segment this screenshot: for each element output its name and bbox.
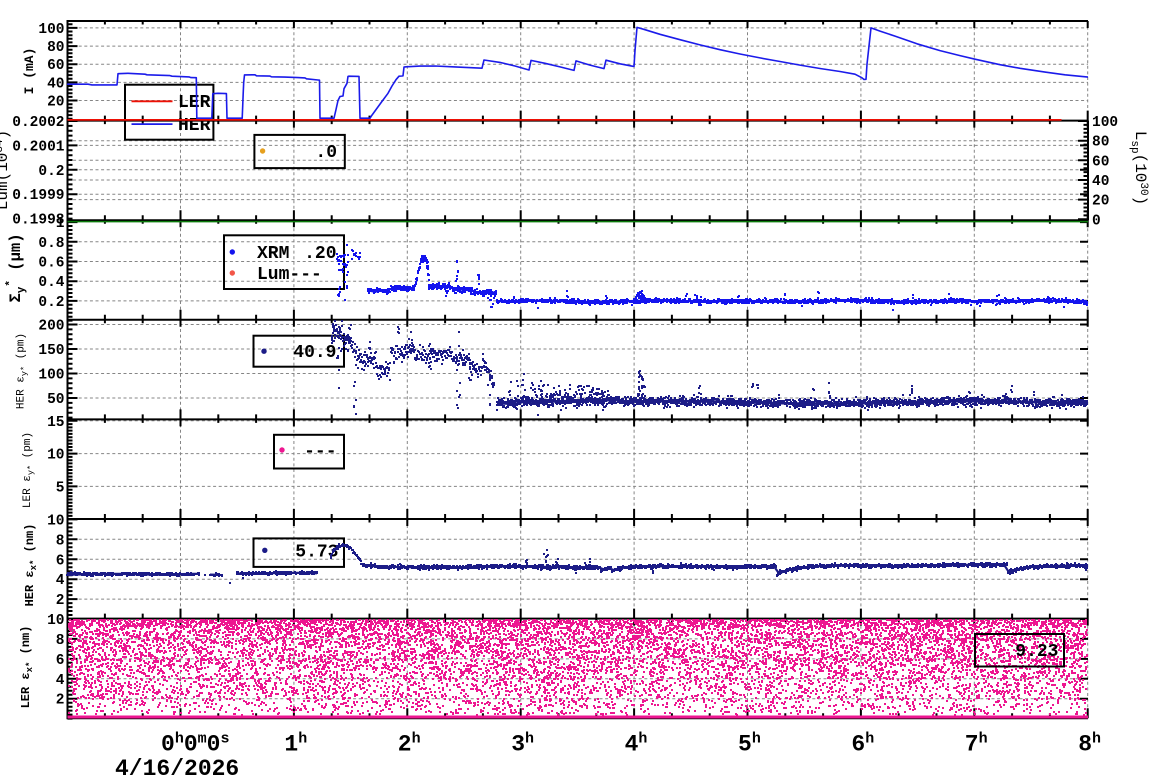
svg-text:0.1999: 0.1999 — [12, 188, 64, 204]
svg-text:HER εx* (nm): HER εx* (nm) — [23, 524, 39, 607]
svg-text:20: 20 — [47, 95, 64, 111]
svg-text:.0: .0 — [315, 143, 337, 163]
svg-text:6: 6 — [56, 653, 65, 669]
svg-text:15: 15 — [47, 415, 64, 431]
svg-text:200: 200 — [38, 319, 64, 335]
svg-text:0: 0 — [1092, 213, 1101, 229]
svg-text:4: 4 — [56, 573, 65, 589]
svg-text:40: 40 — [47, 76, 64, 92]
svg-text:10: 10 — [47, 613, 64, 629]
svg-text:HER εy* (pm): HER εy* (pm) — [16, 333, 30, 409]
svg-text:1: 1 — [56, 216, 65, 232]
svg-text:40.9: 40.9 — [293, 343, 336, 363]
svg-text:8: 8 — [56, 633, 65, 649]
svg-text:60: 60 — [1092, 154, 1109, 170]
svg-text:LER εy* (pm): LER εy* (pm) — [22, 432, 36, 508]
svg-text:HER: HER — [178, 116, 211, 136]
svg-text:Lum---: Lum--- — [257, 265, 322, 285]
svg-text:---: --- — [304, 442, 336, 462]
svg-text:60: 60 — [47, 58, 64, 74]
svg-text:0.8: 0.8 — [38, 236, 64, 252]
svg-text:2: 2 — [56, 693, 65, 709]
svg-text:0.2: 0.2 — [38, 295, 64, 311]
svg-text:150: 150 — [38, 343, 64, 359]
svg-text:4/16/2026: 4/16/2026 — [115, 756, 239, 782]
svg-text:0.2001: 0.2001 — [12, 139, 65, 155]
svg-text:0h0m0s: 0h0m0s — [161, 731, 229, 758]
svg-text:100: 100 — [38, 22, 64, 38]
svg-text:6: 6 — [56, 553, 65, 569]
svg-text:LER: LER — [178, 93, 211, 113]
svg-text:0.4: 0.4 — [38, 275, 64, 291]
svg-text:4: 4 — [56, 673, 65, 689]
svg-text:0.2002: 0.2002 — [12, 115, 64, 131]
svg-text:100: 100 — [1092, 115, 1118, 131]
svg-text:I (mA): I (mA) — [22, 48, 37, 95]
svg-text:10: 10 — [47, 513, 64, 529]
svg-text:50: 50 — [47, 392, 64, 408]
svg-text:20: 20 — [1092, 194, 1109, 210]
svg-text:0.6: 0.6 — [38, 256, 64, 272]
svg-text:9.23: 9.23 — [1015, 642, 1058, 662]
svg-text:0.1998: 0.1998 — [12, 213, 64, 229]
svg-text:5: 5 — [56, 480, 65, 496]
svg-text:.20: .20 — [304, 244, 336, 264]
svg-text:LER εx* (nm): LER εx* (nm) — [19, 626, 35, 709]
svg-text:0.2: 0.2 — [38, 164, 64, 180]
svg-text:80: 80 — [47, 40, 64, 56]
svg-text:80: 80 — [1092, 135, 1109, 151]
svg-text:2: 2 — [56, 593, 65, 609]
svg-text:XRM: XRM — [257, 244, 289, 264]
svg-text:8: 8 — [56, 533, 65, 549]
svg-text:40: 40 — [1092, 174, 1109, 190]
svg-text:10: 10 — [47, 448, 64, 464]
svg-text:5.73: 5.73 — [295, 542, 338, 562]
svg-text:100: 100 — [38, 368, 64, 384]
